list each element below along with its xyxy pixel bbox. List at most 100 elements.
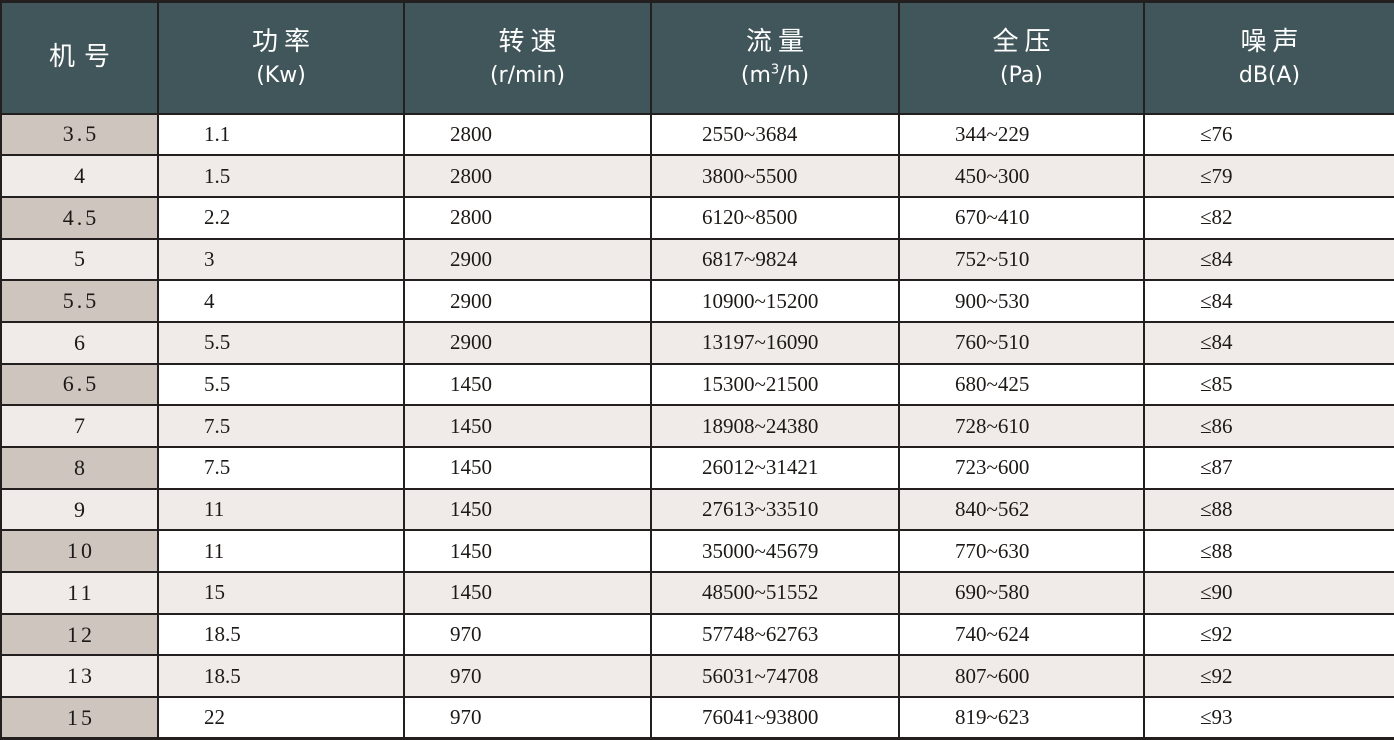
cell-speed: 2800 — [403, 154, 652, 198]
cell-flow: 6120~8500 — [650, 195, 900, 240]
cell-noise: ≤84 — [1143, 279, 1394, 323]
cell-pressure: 819~623 — [898, 696, 1145, 740]
table-body: 3.5 1.1 2800 2550~3684 344~229 ≤76 4 1.5 2800 380… — [0, 112, 1394, 740]
cell-power: 4 — [157, 279, 405, 323]
cell-power: 1.1 — [157, 112, 405, 157]
cell-power: 2.2 — [157, 195, 405, 240]
column-header-power: 功率 (Kw) — [157, 0, 405, 115]
column-header-speed-label: 转速 — [498, 26, 563, 57]
cell-flow: 76041~93800 — [650, 696, 900, 740]
cell-speed: 1450 — [403, 487, 652, 532]
table-row: 4 1.5 2800 3800~5500 450~300 ≤79 — [0, 154, 1394, 198]
table-row: 5 3 2900 6817~9824 752~510 ≤84 — [0, 237, 1394, 282]
cell-model: 11 — [0, 571, 159, 615]
cell-noise: ≤92 — [1143, 654, 1394, 699]
cell-noise: ≤84 — [1143, 320, 1394, 365]
cell-noise: ≤88 — [1143, 529, 1394, 574]
cell-speed: 2800 — [403, 112, 652, 157]
cell-power: 7.5 — [157, 404, 405, 448]
column-header-model: 机号 — [0, 0, 159, 115]
cell-power: 5.5 — [157, 320, 405, 365]
table-row: 6.5 5.5 1450 15300~21500 680~425 ≤85 — [0, 362, 1394, 407]
cell-model: 4.5 — [0, 195, 159, 240]
cell-model: 6 — [0, 320, 159, 365]
cell-speed: 970 — [403, 612, 652, 657]
table-row: 3.5 1.1 2800 2550~3684 344~229 ≤76 — [0, 112, 1394, 157]
cell-flow: 26012~31421 — [650, 446, 900, 490]
cell-speed: 1450 — [403, 529, 652, 574]
flow-unit-suffix: /h) — [779, 62, 810, 88]
cell-noise: ≤86 — [1143, 404, 1394, 448]
cell-flow: 15300~21500 — [650, 362, 900, 407]
cell-noise: ≤92 — [1143, 612, 1394, 657]
cell-model: 13 — [0, 654, 159, 699]
cell-noise: ≤84 — [1143, 237, 1394, 282]
cell-model: 3.5 — [0, 112, 159, 157]
cell-power: 1.5 — [157, 154, 405, 198]
cell-power: 5.5 — [157, 362, 405, 407]
cell-speed: 970 — [403, 654, 652, 699]
cell-pressure: 840~562 — [898, 487, 1145, 532]
cell-speed: 970 — [403, 696, 652, 740]
cell-speed: 1450 — [403, 404, 652, 448]
column-header-pressure-unit: (Pa) — [1000, 62, 1043, 88]
column-header-pressure: 全压 (Pa) — [898, 0, 1145, 115]
column-header-noise: 噪声 dB(A) — [1143, 0, 1394, 115]
table-row: 10 11 1450 35000~45679 770~630 ≤88 — [0, 529, 1394, 574]
cell-flow: 6817~9824 — [650, 237, 900, 282]
cell-flow: 57748~62763 — [650, 612, 900, 657]
cell-model: 15 — [0, 696, 159, 740]
table-row: 13 18.5 970 56031~74708 807~600 ≤92 — [0, 654, 1394, 699]
cell-noise: ≤79 — [1143, 154, 1394, 198]
cell-power: 22 — [157, 696, 405, 740]
table-row: 9 11 1450 27613~33510 840~562 ≤88 — [0, 487, 1394, 532]
cell-pressure: 728~610 — [898, 404, 1145, 448]
cell-flow: 18908~24380 — [650, 404, 900, 448]
cell-model: 4 — [0, 154, 159, 198]
cell-speed: 1450 — [403, 362, 652, 407]
table-row: 4.5 2.2 2800 6120~8500 670~410 ≤82 — [0, 195, 1394, 240]
cell-pressure: 752~510 — [898, 237, 1145, 282]
cell-noise: ≤76 — [1143, 112, 1394, 157]
cell-model: 5.5 — [0, 279, 159, 323]
cell-noise: ≤85 — [1143, 362, 1394, 407]
cell-power: 11 — [157, 487, 405, 532]
cell-flow: 10900~15200 — [650, 279, 900, 323]
cell-pressure: 807~600 — [898, 654, 1145, 699]
cell-power: 18.5 — [157, 654, 405, 699]
table-row: 5.5 4 2900 10900~15200 900~530 ≤84 — [0, 279, 1394, 323]
table-row: 15 22 970 76041~93800 819~623 ≤93 — [0, 696, 1394, 740]
table-row: 6 5.5 2900 13197~16090 760~510 ≤84 — [0, 320, 1394, 365]
cell-flow: 3800~5500 — [650, 154, 900, 198]
cell-pressure: 670~410 — [898, 195, 1145, 240]
column-header-flow-unit: (m3/h) — [652, 62, 898, 90]
column-header-noise-unit: dB(A) — [1238, 62, 1301, 88]
table-row: 8 7.5 1450 26012~31421 723~600 ≤87 — [0, 446, 1394, 490]
column-header-noise-label: 噪声 — [1240, 26, 1305, 57]
cell-pressure: 344~229 — [898, 112, 1145, 157]
cell-pressure: 740~624 — [898, 612, 1145, 657]
cell-flow: 35000~45679 — [650, 529, 900, 574]
cell-speed: 2900 — [403, 320, 652, 365]
cell-power: 11 — [157, 529, 405, 574]
cell-power: 7.5 — [157, 446, 405, 490]
cell-model: 9 — [0, 487, 159, 532]
cell-model: 6.5 — [0, 362, 159, 407]
table-row: 12 18.5 970 57748~62763 740~624 ≤92 — [0, 612, 1394, 657]
cell-power: 15 — [157, 571, 405, 615]
cell-pressure: 450~300 — [898, 154, 1145, 198]
column-header-flow-label: 流量 — [745, 26, 810, 57]
cell-speed: 2800 — [403, 195, 652, 240]
header-row: 机号 功率 (Kw) 转速 (r/min) 流量 (m3/h) 全压 (Pa) … — [0, 0, 1394, 115]
column-header-power-label: 功率 — [251, 26, 316, 57]
cell-power: 18.5 — [157, 612, 405, 657]
cell-speed: 2900 — [403, 237, 652, 282]
cell-noise: ≤82 — [1143, 195, 1394, 240]
cell-model: 5 — [0, 237, 159, 282]
cell-flow: 27613~33510 — [650, 487, 900, 532]
cell-pressure: 690~580 — [898, 571, 1145, 615]
cell-pressure: 760~510 — [898, 320, 1145, 365]
table-row: 11 15 1450 48500~51552 690~580 ≤90 — [0, 571, 1394, 615]
cell-model: 12 — [0, 612, 159, 657]
cell-flow: 48500~51552 — [650, 571, 900, 615]
